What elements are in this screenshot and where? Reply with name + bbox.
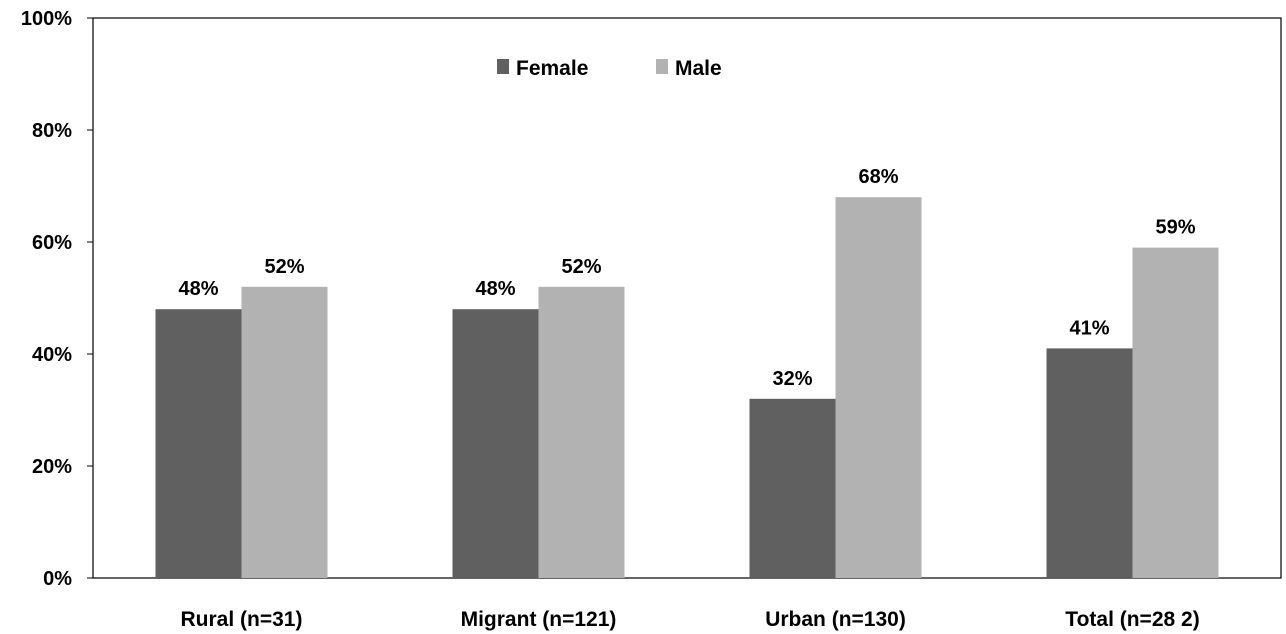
legend: Female Male [497,57,722,80]
x-category-label: Migrant (n=121) [461,608,617,631]
legend-label-female: Female [516,57,588,80]
bars [155,197,1219,578]
bar-male [1132,247,1219,578]
bar-female [1046,348,1133,578]
y-tick-label: 40% [32,344,72,366]
legend-label-male: Male [675,57,722,80]
y-axis: 0% 20% 40% 60% 80% 100% [21,8,93,590]
x-category-label: Total (n=28 2) [1065,608,1199,631]
bar-male [835,197,922,578]
x-category-label: Rural (n=31) [181,608,303,631]
bar-female [155,309,242,578]
data-label: 59% [1155,217,1195,239]
plot-frame [92,17,1282,579]
data-label: 48% [178,278,218,300]
data-label: 52% [561,256,601,278]
data-label: 52% [264,256,304,278]
data-label: 32% [772,368,812,390]
legend-swatch-male [656,59,668,74]
bar-male [241,286,328,578]
data-label: 41% [1069,317,1109,339]
bar-female [749,398,836,578]
data-labels: 48% 52% 48% 52% 32% 68% 41% 59% [178,166,1195,390]
y-tick-label: 20% [32,456,72,478]
y-tick-label: 100% [21,8,72,30]
bar-female [452,309,539,578]
y-tick-label: 80% [32,120,72,142]
x-axis: Rural (n=31) Migrant (n=121) Urban (n=130)… [181,608,1200,631]
x-category-label: Urban (n=130) [765,608,906,631]
data-label: 48% [475,278,515,300]
y-tick-label: 60% [32,232,72,254]
plot-border [92,17,1282,579]
legend-swatch-female [497,59,509,74]
data-label: 68% [858,166,898,188]
bar-male [538,286,625,578]
y-tick-label: 0% [43,568,72,590]
